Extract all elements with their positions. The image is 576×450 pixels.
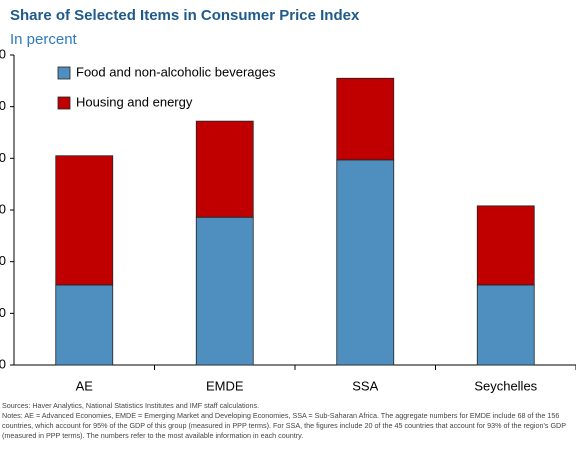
y-tick-label: 60 [0,46,6,61]
notes: Sources: Haver Analytics, National Stati… [2,401,574,441]
y-tick-label: 10 [0,305,6,320]
chart-subtitle: In percent [10,31,78,48]
chart: Share of Selected Items in Consumer Pric… [0,7,576,393]
sources: Sources: Haver Analytics, National Stati… [2,401,260,410]
y-tick-label: 30 [0,201,6,216]
x-tick-label: SSA [352,378,378,393]
bar-segment [195,120,254,218]
bar-segment [336,77,395,161]
legend-label: Housing and energy [76,94,193,109]
x-tick-label: Seychelles [474,378,537,393]
legend-swatch [57,96,71,110]
legend-label: Food and non-alcoholic beverages [76,64,276,79]
bar-segment [195,216,254,366]
y-tick-label: 0 [0,356,6,371]
y-tick-label: 40 [0,150,6,165]
y-tick-label: 20 [0,253,6,268]
x-tick-label: AE [76,378,94,393]
legend-swatch [57,66,71,80]
notes-text: Notes: AE = Advanced Economies, EMDE = E… [2,411,566,440]
x-tick-label: EMDE [206,378,244,393]
bar-segment [55,155,114,286]
bar-segment [476,284,535,366]
bar-segment [336,159,395,366]
bar-segment [55,284,114,366]
y-tick-label: 50 [0,98,6,113]
chart-title: Share of Selected Items in Consumer Pric… [10,7,360,24]
bar-segment [476,205,535,286]
